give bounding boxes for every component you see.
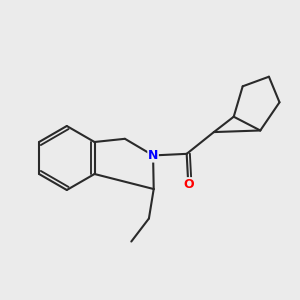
Text: O: O (183, 178, 194, 191)
Text: N: N (148, 149, 158, 162)
